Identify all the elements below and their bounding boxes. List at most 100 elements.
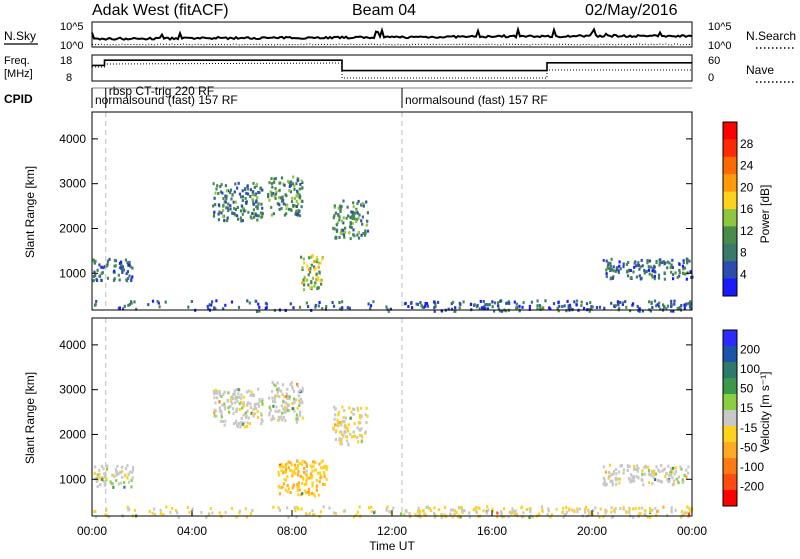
heatmap-cell <box>651 482 654 486</box>
heatmap-cell <box>654 472 658 476</box>
heatmap-cell <box>617 302 620 306</box>
heatmap-cell <box>497 304 500 308</box>
heatmap-cell <box>305 473 308 477</box>
heatmap-cell <box>344 416 348 420</box>
heatmap-cell <box>668 474 671 478</box>
heatmap-cell <box>295 420 298 424</box>
heatmap-cell <box>508 301 511 305</box>
heatmap-cell <box>390 511 393 515</box>
heatmap-cell <box>100 465 104 468</box>
heatmap-cell <box>349 216 352 220</box>
heatmap-cell <box>246 187 250 191</box>
heatmap-cell <box>343 235 346 239</box>
heatmap-cell <box>520 505 524 509</box>
heatmap-cell <box>287 460 290 464</box>
heatmap-cell <box>607 261 610 265</box>
heatmap-cell <box>340 438 343 442</box>
heatmap-cell <box>123 304 126 308</box>
heatmap-cell <box>450 302 453 306</box>
heatmap-cell <box>306 490 309 494</box>
heatmap-cell <box>632 516 635 519</box>
heatmap-cell <box>283 405 287 409</box>
heatmap-cell <box>234 208 238 211</box>
heatmap-cell <box>589 301 592 305</box>
heatmap-cell <box>159 508 162 512</box>
heatmap-cell <box>335 223 338 227</box>
heatmap-cell <box>591 305 594 309</box>
heatmap-cell <box>649 507 652 510</box>
ytick-label: 4000 <box>59 132 86 146</box>
heatmap-cell <box>307 305 310 309</box>
heatmap-cell <box>242 401 245 405</box>
heatmap-cell <box>334 236 337 240</box>
heatmap-cell <box>684 272 687 276</box>
heatmap-cell <box>272 404 275 408</box>
heatmap-cell <box>365 223 368 227</box>
heatmap-cell <box>190 300 193 303</box>
heatmap-cell <box>687 512 691 516</box>
heatmap-cell <box>252 208 255 212</box>
heatmap-cell <box>292 485 295 489</box>
heatmap-cell <box>513 300 516 304</box>
heatmap-cell <box>283 183 286 187</box>
heatmap-cell <box>355 220 358 223</box>
heatmap-cell <box>670 506 673 510</box>
heatmap-cell <box>297 394 300 398</box>
heatmap-cell <box>296 483 299 487</box>
heatmap-cell <box>298 187 301 191</box>
heatmap-cell <box>293 409 296 413</box>
heatmap-cell <box>251 190 255 194</box>
heatmap-cell <box>261 206 264 210</box>
heatmap-cell <box>620 463 624 467</box>
heatmap-cell <box>234 213 237 217</box>
heatmap-cell <box>653 277 656 281</box>
heatmap-cell <box>325 468 328 471</box>
heatmap-cell <box>298 196 301 200</box>
heatmap-cell <box>515 302 518 306</box>
heatmap-cell <box>633 475 636 479</box>
heatmap-cell <box>323 483 327 487</box>
heatmap-cell <box>296 505 299 509</box>
heatmap-cell <box>433 309 436 313</box>
heatmap-cell <box>220 415 223 419</box>
cpid-segment-label: normalsound (fast) 157 RF <box>405 93 548 107</box>
heatmap-cell <box>309 270 312 274</box>
xtick-label: 08:00 <box>277 524 307 538</box>
heatmap-cell <box>359 421 362 425</box>
heatmap-cell <box>215 299 218 303</box>
heatmap-cell <box>272 417 276 421</box>
heatmap-cell <box>355 513 358 517</box>
heatmap-cell <box>270 205 273 209</box>
heatmap-cell <box>241 208 244 212</box>
heatmap-cell <box>638 274 641 278</box>
heatmap-cell <box>257 402 260 406</box>
heatmap-cell <box>208 303 211 307</box>
heatmap-cell <box>258 305 261 309</box>
heatmap-cell <box>292 483 295 487</box>
heatmap-cell <box>311 481 314 485</box>
heatmap-cell <box>473 304 476 307</box>
heatmap-cell <box>404 509 407 513</box>
heatmap-cell <box>454 509 457 513</box>
nsearch-series-line <box>91 43 693 46</box>
heatmap-cell <box>615 482 618 486</box>
heatmap-cell <box>291 474 294 478</box>
heatmap-cell <box>284 470 288 474</box>
heatmap-cell <box>546 513 549 517</box>
heatmap-cell <box>344 430 347 434</box>
heatmap-cell <box>269 190 272 194</box>
heatmap-cell <box>325 305 328 308</box>
heatmap-cell <box>296 464 300 468</box>
heatmap-cell <box>126 464 129 468</box>
heatmap-cell <box>340 228 343 232</box>
heatmap-cell <box>260 422 263 426</box>
heatmap-cell <box>365 200 368 204</box>
heatmap-cell <box>365 421 368 424</box>
heatmap-cell <box>337 423 340 427</box>
heatmap-cell <box>650 300 653 304</box>
heatmap-cell <box>131 470 134 474</box>
heatmap-cell <box>218 210 221 214</box>
heatmap-cell <box>121 465 124 469</box>
cpid-label: CPID <box>4 92 33 106</box>
heatmap-cell <box>274 192 277 196</box>
